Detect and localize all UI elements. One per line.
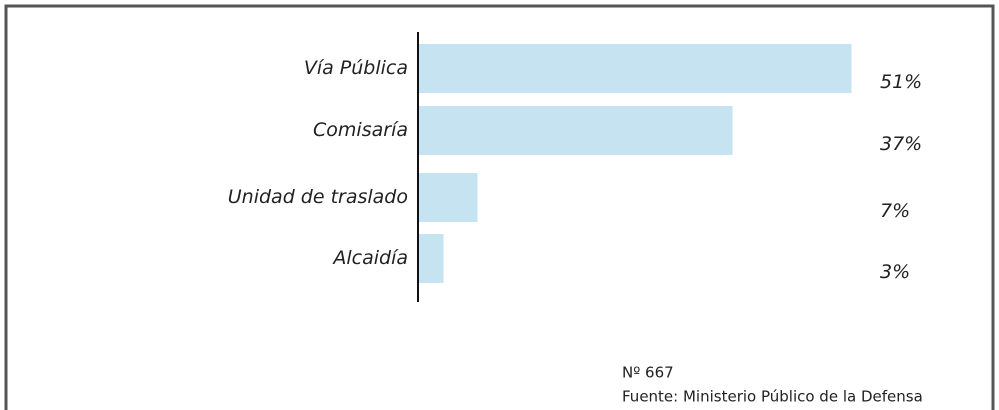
- bar: [418, 234, 444, 283]
- value-label: 7%: [880, 200, 910, 222]
- value-label: 37%: [880, 133, 922, 155]
- note: Nº 667: [622, 364, 674, 382]
- bar: [418, 106, 733, 155]
- bar: [418, 44, 852, 93]
- source: Fuente: Ministerio Público de la Defensa: [622, 388, 923, 406]
- category-label: Unidad de traslado: [228, 186, 408, 208]
- category-label: Vía Pública: [304, 57, 408, 79]
- bar: [418, 173, 478, 222]
- category-label: Alcaidía: [331, 247, 408, 269]
- value-label: 51%: [880, 71, 922, 93]
- frame: [4, 4, 995, 410]
- value-label: 3%: [880, 261, 910, 283]
- category-label: Comisaría: [313, 119, 408, 141]
